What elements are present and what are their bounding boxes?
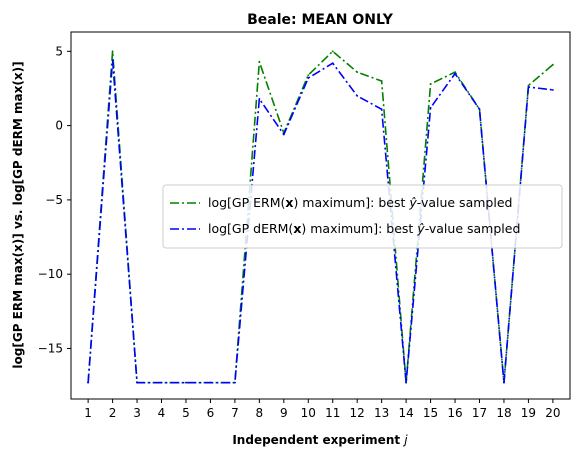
- y-axis: 5 0 −5 −10 −15: [38, 44, 71, 355]
- series-line: [87, 59, 553, 384]
- x-axis-label: Independent experiment j: [232, 433, 408, 447]
- plot-frame: [70, 31, 571, 400]
- data-point: [307, 74, 310, 76]
- y-tick-label: −5: [45, 193, 63, 207]
- x-tick-label: 1: [84, 406, 92, 420]
- x-tick-label: 9: [280, 406, 288, 420]
- x-tick-label: 10: [301, 406, 316, 420]
- x-tick-label: 4: [158, 406, 166, 420]
- data-point: [454, 71, 456, 74]
- y-tick-label: −10: [38, 267, 63, 281]
- x-tick-label: 3: [133, 406, 141, 420]
- data-point: [380, 108, 383, 111]
- chart-title: Beale: MEAN ONLY: [247, 12, 394, 28]
- x-tick-label: 2: [109, 406, 117, 420]
- x-tick-label: 16: [447, 406, 462, 420]
- data-point: [111, 50, 114, 53]
- x-tick-label: 7: [231, 406, 239, 420]
- legend-box: [162, 184, 563, 249]
- x-axis-label-text: Independent experiment: [232, 433, 400, 447]
- x-tick-label: 5: [182, 406, 190, 420]
- data-point: [331, 62, 334, 65]
- data-point: [503, 381, 505, 384]
- data-point: [429, 83, 432, 85]
- x-tick-label: 13: [374, 406, 389, 420]
- data-point: [331, 50, 334, 53]
- data-point: [527, 84, 530, 87]
- data-point: [136, 381, 138, 384]
- x-axis: 1 2 3 4 5 6 7 8 9 10 11 12 13 14 15 16 17 18 19 20: [84, 399, 561, 420]
- legend: log[GP ERM(x) maximum]: best ŷ-value sa…: [162, 184, 563, 249]
- x-tick-label: 17: [472, 406, 487, 420]
- data-point: [405, 381, 408, 384]
- x-tick-label: 20: [545, 406, 560, 420]
- y-tick-label: 0: [55, 119, 63, 133]
- data-point: [356, 71, 359, 74]
- x-tick-label: 8: [256, 406, 264, 420]
- x-tick-label: 18: [496, 406, 511, 420]
- data-point: [160, 381, 163, 384]
- x-tick-label: 11: [325, 406, 340, 420]
- series-2: [87, 59, 554, 384]
- data-point: [258, 97, 261, 100]
- x-tick-label: 6: [207, 406, 215, 420]
- x-axis-label-variable: j: [402, 433, 408, 447]
- data-point: [233, 381, 236, 384]
- data-point: [551, 89, 554, 91]
- series-layer: [87, 50, 554, 384]
- data-point: [111, 59, 114, 62]
- x-tick-label: 12: [350, 406, 365, 420]
- data-point: [429, 106, 432, 109]
- y-axis-label: log[GP ERM max(x)] vs. log[GP dERM max(x…: [11, 61, 25, 368]
- y-tick-label: −15: [38, 341, 63, 355]
- y-tick-label: 5: [55, 44, 63, 58]
- data-point: [209, 381, 212, 384]
- data-point: [258, 60, 261, 63]
- legend-label: log[GP dERM(x) maximum]: best ŷ-value s…: [208, 221, 520, 236]
- x-tick-label: 14: [398, 406, 413, 420]
- data-point: [356, 94, 359, 97]
- data-point: [282, 133, 285, 136]
- data-point: [307, 77, 310, 79]
- data-point: [87, 381, 90, 384]
- data-point: [185, 381, 187, 384]
- x-tick-label: 19: [521, 406, 536, 420]
- data-point: [527, 86, 530, 88]
- data-point: [551, 63, 554, 66]
- legend-label: log[GP ERM(x) maximum]: best ŷ-value sa…: [208, 195, 512, 210]
- data-point: [380, 80, 383, 82]
- data-point: [478, 108, 481, 111]
- data-point: [454, 72, 456, 75]
- x-tick-label: 15: [423, 406, 438, 420]
